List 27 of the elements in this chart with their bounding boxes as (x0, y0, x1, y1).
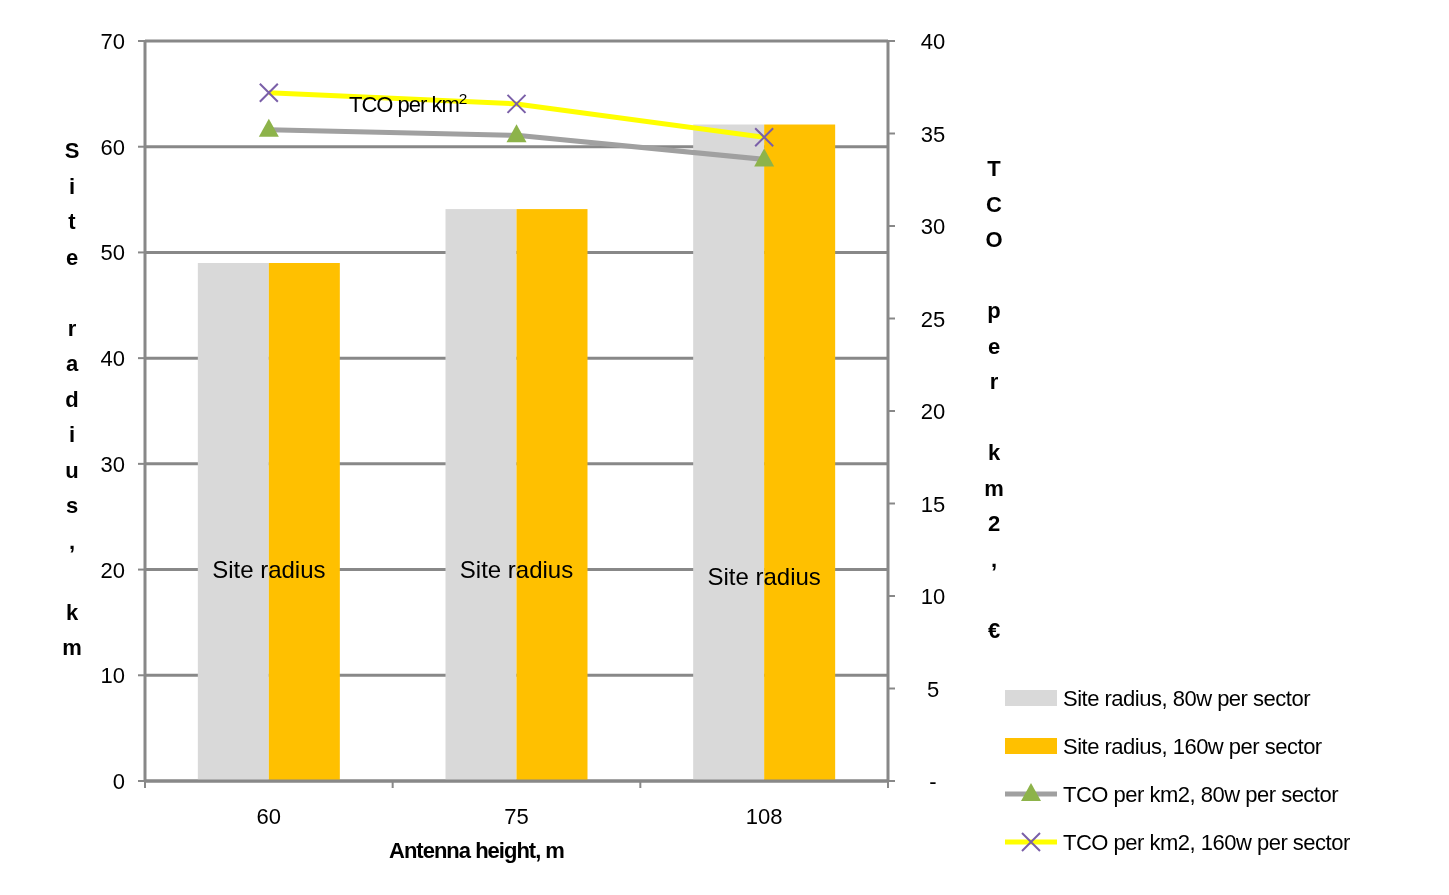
y-tick-label: 30 (100, 451, 125, 477)
legend-label: Site radius, 160w per sector (1063, 734, 1322, 759)
x-axis-title: Antenna height, m (389, 838, 565, 863)
y2-tick-label: 10 (920, 584, 946, 609)
x-tick-label: 108 (745, 804, 783, 829)
y2-tick-label: - (929, 769, 937, 794)
y-tick-label: 50 (100, 240, 125, 266)
y-tick-label: 70 (100, 29, 125, 54)
y-tick-label: 10 (100, 663, 125, 689)
y2-tick-label: 15 (920, 491, 946, 517)
x-tick-label: 75 (504, 804, 529, 829)
y2-tick-label: 40 (920, 29, 946, 54)
y2-tick-label: 30 (920, 214, 946, 239)
y2-tick-label: 25 (920, 306, 946, 332)
text: Site radius, km (62, 138, 82, 660)
y2-tick-label: 35 (920, 121, 946, 147)
y-tick-label: 20 (100, 557, 125, 583)
y2-tick-label: 5 (926, 676, 940, 702)
y2-tick-label: 20 (920, 399, 946, 424)
legend-label: TCO per km2, 80w per sector (1063, 782, 1339, 807)
text: TCO per km2, € (984, 156, 1004, 643)
y-tick-label: 40 (100, 346, 125, 372)
legend-label: Site radius, 80w per sector (1063, 686, 1311, 711)
y-tick-label: 60 (100, 134, 125, 160)
legend-label: TCO per km2, 160w per sector (1063, 830, 1350, 855)
x-tick-label: 60 (256, 804, 282, 829)
y-tick-label: 0 (112, 769, 125, 794)
